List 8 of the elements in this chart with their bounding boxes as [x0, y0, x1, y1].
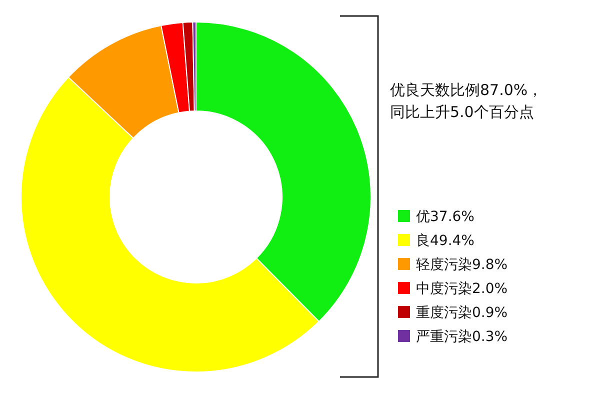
- legend-label: 优37.6%: [416, 209, 474, 225]
- legend-label: 重度污染0.9%: [416, 305, 508, 321]
- text: 同比上升5.0个百分点: [390, 103, 534, 121]
- legend-label: 中度污染2.0%: [416, 281, 508, 297]
- legend-label: 严重污染0.3%: [416, 329, 508, 345]
- legend-label: 轻度污染9.8%: [416, 257, 508, 273]
- legend-label: 良49.4%: [416, 233, 474, 249]
- text: 优良天数比例87.0%，: [390, 81, 543, 99]
